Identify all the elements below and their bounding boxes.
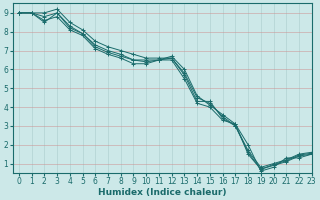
X-axis label: Humidex (Indice chaleur): Humidex (Indice chaleur)	[98, 188, 226, 197]
